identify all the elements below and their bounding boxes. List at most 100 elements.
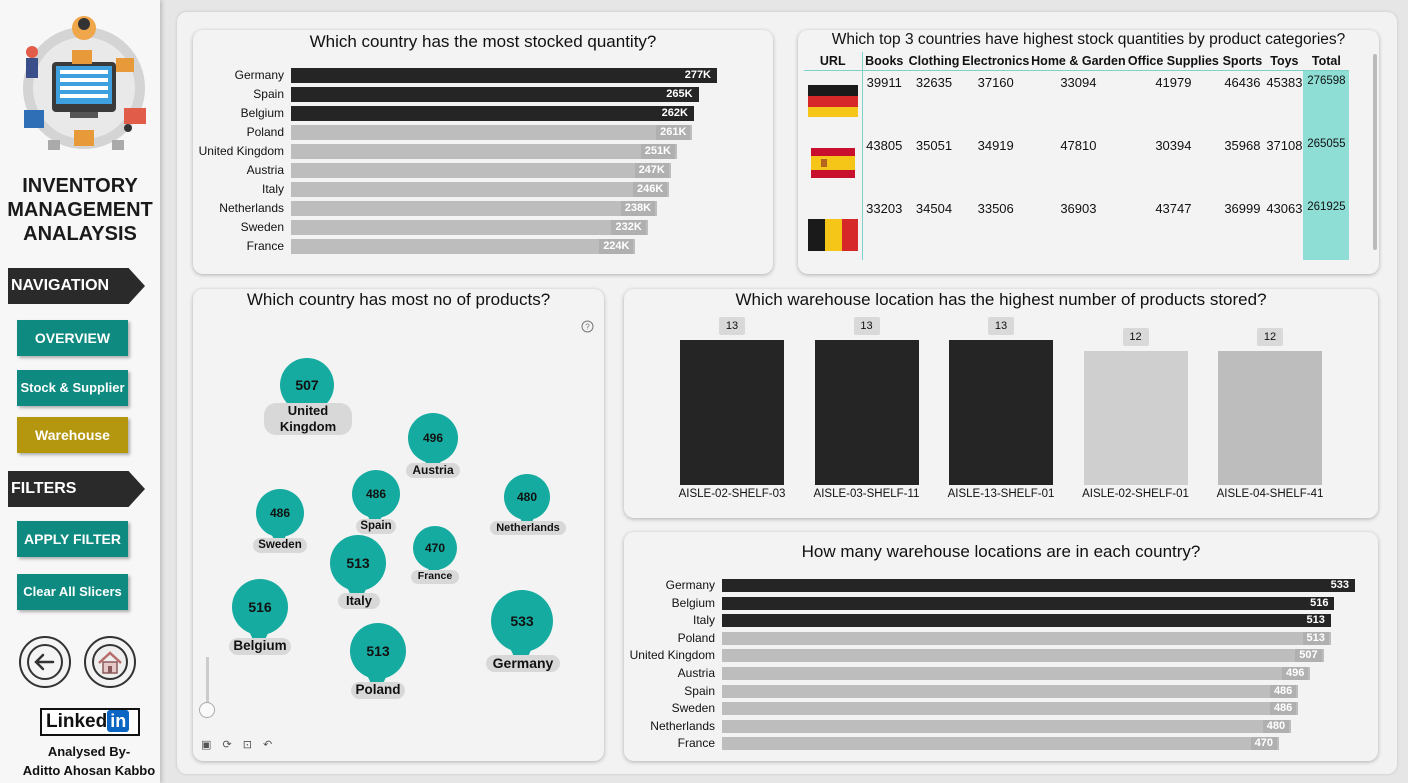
top-countries-matrix-card[interactable]: Which top 3 countries have highest stock… [798,30,1379,274]
location-bar[interactable]: 513 [722,631,1331,645]
bar-value-label: 246K [633,182,668,197]
apply-filter-button[interactable]: APPLY FILTER [17,521,128,557]
stock-quantity-card[interactable]: Which country has the most stocked quant… [193,30,773,274]
bar-value-label: 261K [656,125,691,140]
undo-icon[interactable]: ↶ [263,739,273,751]
map-pin-label-line: France [417,570,453,582]
matrix-cell: 33506 [977,200,1014,216]
stock-bar[interactable]: 232K [291,220,648,235]
location-bar[interactable]: 513 [722,614,1331,628]
bar-category-label: France [246,239,284,253]
bar-category-label: Italy [261,182,284,196]
matrix-cell: 36999 [1224,200,1261,216]
column-header-sports[interactable]: Sports [1219,52,1266,71]
stock-bar[interactable]: 247K [291,163,671,178]
location-bar[interactable]: 486 [722,684,1299,698]
map-pin[interactable]: 486 [256,489,304,537]
column-value-label: 12 [1257,328,1283,346]
location-bar[interactable]: 507 [722,649,1324,663]
location-bar[interactable]: 480 [722,719,1292,733]
location-bar[interactable]: 533 [722,579,1355,592]
warehouse-button[interactable]: Warehouse [17,417,128,453]
matrix-row-spain[interactable]: 43805 35051 34919 47810 30394 35968 3710… [804,133,1350,197]
warehouse-location-card[interactable]: Which warehouse location has the highest… [624,289,1378,518]
back-button[interactable] [19,636,71,688]
stock-bar[interactable]: 238K [291,201,658,216]
matrix-cell: 43747 [1155,200,1192,216]
map-pin-label: Netherlands [490,521,566,535]
warehouse-column[interactable] [680,340,784,485]
bar-category-label: France [677,736,715,751]
zoom-slider-handle[interactable] [199,702,215,718]
matrix-row-germany[interactable]: 39911 32635 37160 33094 41979 46436 4538… [804,70,1350,134]
stock-supplier-button[interactable]: Stock & Supplier [17,370,128,406]
help-icon[interactable]: ? [581,320,594,333]
column-header-electronics[interactable]: Electronics [962,52,1030,71]
column-category-label: AISLE-13-SHELF-01 [947,488,1055,500]
matrix-total-cell: 261925 [1303,196,1350,260]
home-icon [92,644,128,680]
map-pin[interactable]: 486 [352,470,400,518]
overview-button[interactable]: OVERVIEW [17,320,128,356]
zoom-slider[interactable] [206,657,209,717]
column-header-total[interactable]: Total [1303,52,1350,71]
map-pin-label: Poland [351,682,405,699]
bar-value-label: 513 [1302,631,1329,645]
stock-bar[interactable]: 224K [291,239,636,254]
column-header-home-garden[interactable]: Home & Garden [1029,52,1128,71]
stock-bar[interactable]: 262K [291,106,694,121]
map-pin[interactable]: 496 [408,413,458,463]
column-value-label: 13 [719,317,745,335]
refresh-icon[interactable]: ⟳ [222,739,232,751]
matrix-cell: 35968 [1224,137,1261,153]
location-bar[interactable]: 470 [722,737,1279,751]
products-map-card[interactable]: Which country has most no of products? ?… [193,289,604,761]
matrix-row-belgium[interactable]: 33203 34504 33506 36903 43747 36999 4306… [804,196,1350,260]
stock-bar[interactable]: 246K [291,182,670,197]
matrix-scrollbar[interactable] [1373,54,1377,250]
column-header-clothing[interactable]: Clothing [906,52,962,71]
warehouse-column[interactable] [1218,351,1322,485]
clear-all-slicers-button[interactable]: Clear All Slicers [17,574,128,610]
stock-bar[interactable]: 265K [291,87,699,102]
capture-icon[interactable]: ▣ [201,739,212,751]
location-bar[interactable]: 486 [722,702,1299,716]
location-bar[interactable]: 496 [722,667,1311,680]
linkedin-logo[interactable]: Linked in [40,708,140,736]
map-pin[interactable]: 513 [330,535,386,591]
stock-bar[interactable]: 251K [291,144,677,159]
column-header-books[interactable]: Books [862,52,906,71]
matrix-cell: 33203 [866,200,903,216]
map-pin[interactable]: 513 [350,623,406,679]
matrix-cell: 35051 [915,137,953,153]
map-pin[interactable]: 480 [504,474,550,520]
bar-value-label: 486 [1269,684,1297,698]
stock-bar[interactable]: 261K [291,125,693,140]
title-line: ANALAYSIS [23,223,137,245]
location-bar[interactable]: 516 [722,596,1335,610]
locations-per-country-card[interactable]: How many warehouse locations are in each… [624,532,1378,761]
bar-value-label: 262K [661,107,688,119]
matrix-cell: 36903 [1060,200,1097,216]
column-header-toys[interactable]: Toys [1265,52,1304,71]
map-pin-label-line: Sweden [258,539,302,551]
svg-text:?: ? [585,323,590,332]
map-pin[interactable]: 516 [232,579,288,635]
column-header-office-supplies[interactable]: Office Supplies [1127,52,1220,71]
home-button[interactable] [84,636,136,688]
map-pin[interactable]: 533 [491,590,553,652]
matrix-cell: 30394 [1155,137,1192,153]
warehouse-column[interactable] [1083,351,1188,485]
matrix-cell: 41979 [1155,75,1192,90]
bar-category-label: United Kingdom [198,144,284,158]
warehouse-column[interactable] [814,340,919,485]
map-pin-label-line: Austria [412,463,454,477]
lock-icon[interactable]: ⊡ [242,739,252,751]
column-header-url[interactable]: URL [804,52,863,71]
stock-bar[interactable]: 277K [291,68,717,83]
map-pin-label: Germany [486,655,560,672]
map-pin[interactable]: 470 [413,526,457,570]
bar-value-label: 533 [1330,579,1349,591]
bar-value-label: 486 [1269,702,1297,716]
warehouse-column[interactable] [949,340,1053,485]
